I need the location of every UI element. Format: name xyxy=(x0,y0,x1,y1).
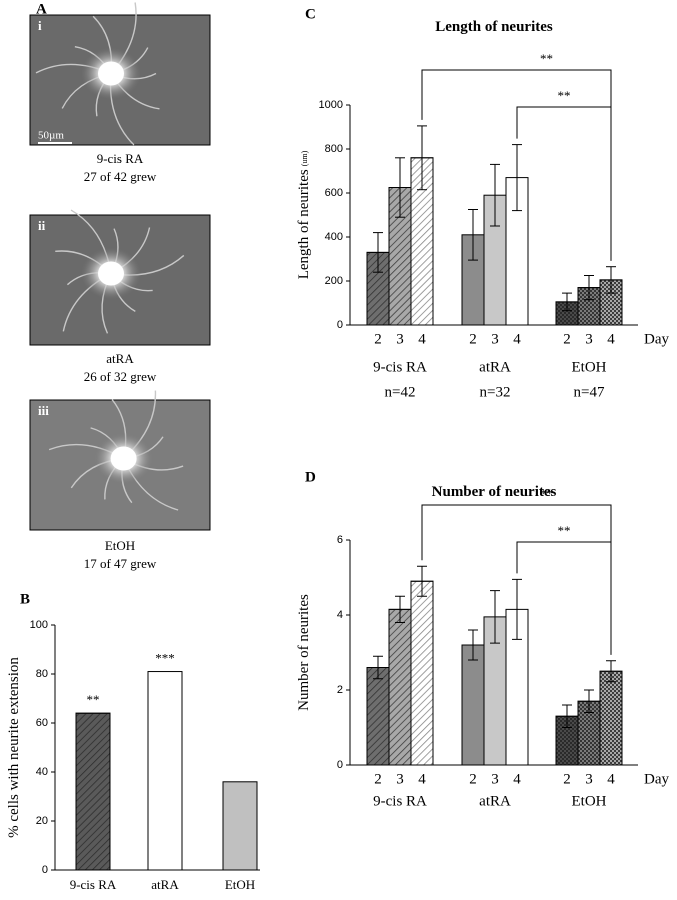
panel-letter: A xyxy=(36,1,47,17)
y-tick-label: 400 xyxy=(325,231,343,243)
bar xyxy=(222,781,258,871)
group-label: 9-cis RA xyxy=(373,359,427,375)
bar-pattern xyxy=(410,580,434,766)
y-axis-label: Number of neurites xyxy=(296,594,312,711)
panel-letter: D xyxy=(305,469,316,485)
group-label: atRA xyxy=(479,359,511,375)
bar xyxy=(461,644,485,766)
x-tick-label: atRA xyxy=(151,877,179,892)
y-tick-label: 60 xyxy=(36,717,48,729)
y-axis-label-text: Number of neurites xyxy=(296,594,312,711)
y-tick-label: 800 xyxy=(325,143,343,155)
scale-bar-label: 50µm xyxy=(38,130,64,142)
y-tick-label: 1000 xyxy=(319,99,343,111)
significance-label: *** xyxy=(155,651,175,666)
group-label: EtOH xyxy=(572,793,607,809)
day-label: 4 xyxy=(607,771,615,787)
day-label: 3 xyxy=(585,331,593,347)
group-label: EtOH xyxy=(572,359,607,375)
day-label: 4 xyxy=(513,331,521,347)
x-tick-label: 9-cis RA xyxy=(70,877,117,892)
caption-treatment: EtOH xyxy=(105,538,135,553)
x-unit-label: Day xyxy=(644,331,669,347)
day-label: 3 xyxy=(396,331,404,347)
group-n-label: n=47 xyxy=(574,384,605,400)
significance-label: ** xyxy=(558,523,571,538)
chart-title: Length of neurites xyxy=(435,19,553,35)
caption-result: 27 of 42 grew xyxy=(84,169,157,184)
day-label: 4 xyxy=(418,331,426,347)
chart-title: Number of neurites xyxy=(431,484,557,500)
significance-label: ** xyxy=(87,692,100,707)
significance-label: ** xyxy=(540,486,553,501)
chart-title-box: Number of neurites xyxy=(431,484,557,500)
y-tick-label: 6 xyxy=(337,534,343,546)
day-label: 4 xyxy=(418,771,426,787)
y-axis-label-unit: (um) xyxy=(300,150,309,166)
image-label: ii xyxy=(38,218,46,233)
panel-letter: C xyxy=(305,6,316,22)
y-tick-label: 80 xyxy=(36,668,48,680)
cell-body-core xyxy=(98,61,124,86)
day-label: 2 xyxy=(469,771,477,787)
day-label: 3 xyxy=(491,331,499,347)
caption-result: 26 of 32 grew xyxy=(84,369,157,384)
y-tick-label: 20 xyxy=(36,815,48,827)
y-tick-label: 0 xyxy=(337,759,343,771)
panel-letter: B xyxy=(20,591,30,607)
image-label: iii xyxy=(38,403,49,418)
image-label: i xyxy=(38,18,42,33)
group-label: 9-cis RA xyxy=(373,793,427,809)
day-label: 4 xyxy=(513,771,521,787)
group-n-label: n=42 xyxy=(385,384,416,400)
cell-body-core xyxy=(98,261,124,286)
bar-pattern xyxy=(388,608,412,766)
group-label: atRA xyxy=(479,793,511,809)
cell-body-core xyxy=(110,446,137,471)
caption-treatment: 9-cis RA xyxy=(97,151,144,166)
y-axis-label-text: Length of neurites xyxy=(296,169,312,279)
significance-label: ** xyxy=(540,51,553,66)
significance-bracket xyxy=(516,106,612,261)
y-tick-label: 40 xyxy=(36,766,48,778)
day-label: 4 xyxy=(607,331,615,347)
day-label: 2 xyxy=(563,771,571,787)
x-tick-label: EtOH xyxy=(225,877,255,892)
caption-result: 17 of 47 grew xyxy=(84,556,157,571)
day-label: 2 xyxy=(563,331,571,347)
y-tick-label: 0 xyxy=(337,319,343,331)
bar xyxy=(147,671,183,871)
bar-pattern xyxy=(75,712,111,871)
significance-label: ** xyxy=(558,88,571,103)
y-axis-label: % cells with neurite extension xyxy=(6,657,22,838)
y-axis-label-text: % cells with neurite extension xyxy=(6,657,22,838)
y-tick-label: 100 xyxy=(30,619,48,631)
day-label: 3 xyxy=(491,771,499,787)
bar-pattern xyxy=(599,670,623,766)
y-tick-label: 0 xyxy=(42,864,48,876)
y-tick-label: 2 xyxy=(337,684,343,696)
day-label: 3 xyxy=(585,771,593,787)
y-axis-label: Length of neurites (um) xyxy=(296,150,312,279)
y-tick-label: 600 xyxy=(325,187,343,199)
chart-title-box: Length of neurites xyxy=(435,19,553,35)
x-unit-label: Day xyxy=(644,771,669,787)
significance-bracket xyxy=(516,541,612,655)
bar-pattern xyxy=(366,667,390,766)
group-n-label: n=32 xyxy=(480,384,511,400)
y-tick-label: 4 xyxy=(337,609,343,621)
day-label: 2 xyxy=(469,331,477,347)
day-label: 3 xyxy=(396,771,404,787)
caption-treatment: atRA xyxy=(106,351,134,366)
day-label: 2 xyxy=(374,771,382,787)
y-tick-label: 200 xyxy=(325,275,343,287)
day-label: 2 xyxy=(374,331,382,347)
